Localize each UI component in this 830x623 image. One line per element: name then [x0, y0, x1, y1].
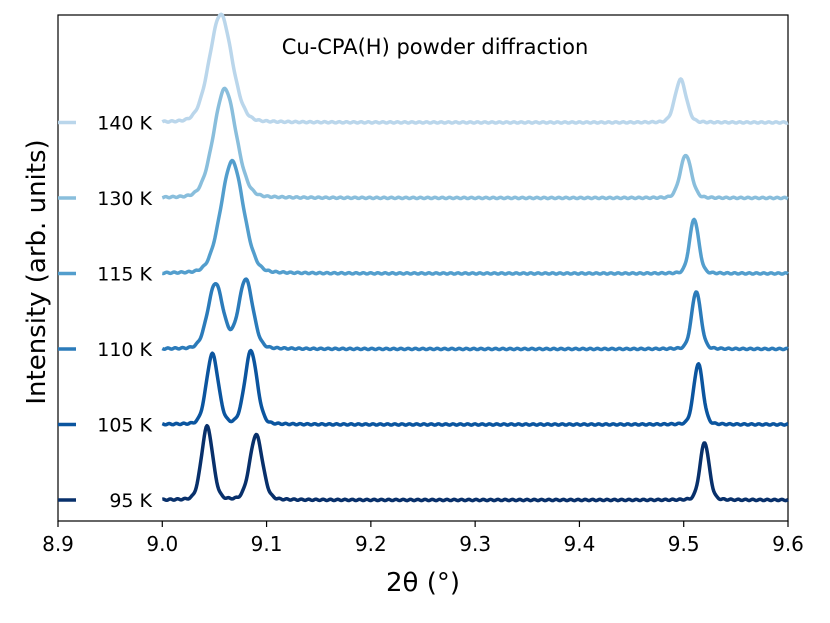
x-tick-label: 9.2 [355, 532, 387, 556]
series-label: 95 K [109, 490, 152, 512]
series-labels-group: 95 K 105 K 110 K 115 K 130 K 140 K [82, 109, 156, 513]
series-label: 105 K [97, 415, 152, 437]
series-label: 110 K [97, 339, 152, 361]
series-label-background [82, 109, 156, 136]
x-axis-ticks: 8.9 9.0 9.1 9.2 9.3 9.4 9.5 9.6 [42, 521, 804, 556]
x-tick-label: 9.5 [668, 532, 700, 556]
chart-title: Cu-CPA(H) powder diffraction [282, 35, 589, 59]
traces-group [58, 12, 789, 503]
x-tick-label: 9.4 [564, 532, 596, 556]
series-label-background [82, 260, 156, 287]
series-label-background [82, 185, 156, 211]
x-tick-label: 9.6 [772, 532, 804, 556]
series-label: 130 K [97, 188, 152, 210]
series-line [161, 423, 789, 503]
x-tick-label: 9.1 [251, 532, 283, 556]
series-label-background [82, 411, 156, 438]
series-label: 140 K [97, 113, 152, 135]
x-tick-label: 9.0 [146, 532, 178, 556]
x-tick-label: 9.3 [459, 532, 491, 556]
series-line [161, 86, 789, 201]
series-label-background [82, 487, 156, 513]
series-label: 115 K [97, 264, 152, 286]
series-line [161, 158, 789, 276]
series-line [161, 277, 789, 352]
y-axis-label: Intensity (arb. units) [22, 139, 52, 404]
series-label-background [82, 336, 156, 362]
x-tick-label: 8.9 [42, 532, 74, 556]
x-axis-label: 2θ (°) [386, 568, 460, 598]
series-line [161, 348, 789, 427]
plot-area [57, 14, 789, 522]
series-line [161, 12, 789, 125]
